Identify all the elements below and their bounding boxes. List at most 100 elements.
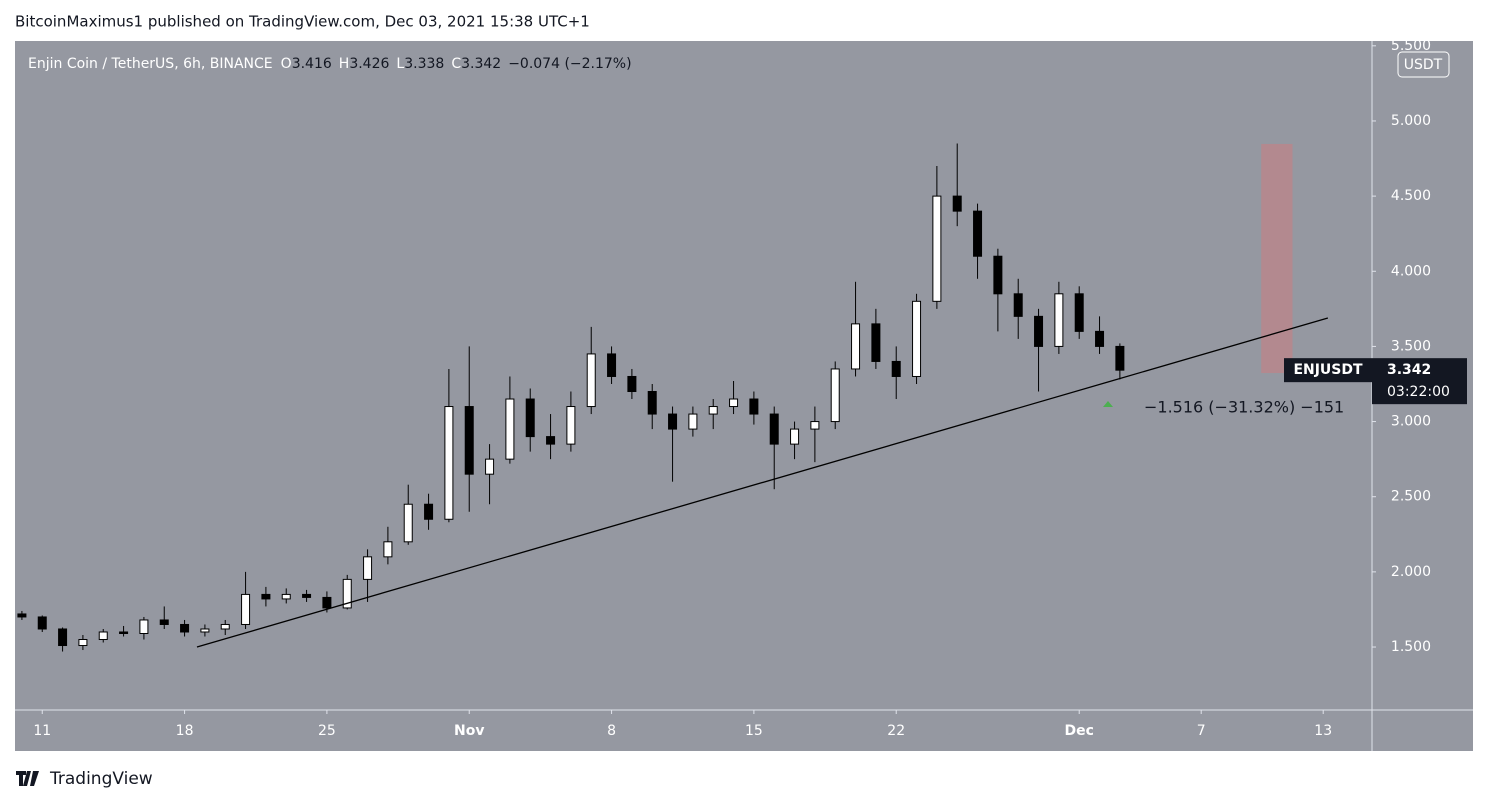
candle-body <box>98 631 108 641</box>
price-tag-label: 3.342 <box>1387 362 1431 378</box>
candle-body <box>851 323 861 370</box>
candle-body <box>1074 293 1084 332</box>
candle-body <box>647 391 657 415</box>
candle-body <box>302 593 312 598</box>
footer-logo <box>16 771 39 786</box>
range-box <box>1261 143 1293 374</box>
x-tick-label: 25 <box>318 723 336 739</box>
candle-body <box>932 195 942 302</box>
marker-arrow <box>1103 401 1113 407</box>
candle-body <box>37 616 47 630</box>
candle-body <box>627 375 637 393</box>
candle-body <box>546 436 556 445</box>
publisher-line: BitcoinMaximus1 published on TradingView… <box>15 13 590 31</box>
footer-brand: TradingView <box>49 769 153 789</box>
symbol-tag <box>1284 358 1372 383</box>
candle-body <box>830 368 840 423</box>
candle-body <box>403 503 413 543</box>
x-tick-label: 8 <box>607 723 616 739</box>
candle-body <box>668 413 678 430</box>
candle-body <box>1095 330 1105 347</box>
y-tick-label: 2.500 <box>1391 489 1431 505</box>
candle-body <box>790 428 800 445</box>
candle-body <box>363 556 373 580</box>
trendline <box>196 317 1329 648</box>
candle-body <box>1034 315 1044 347</box>
candle-body <box>749 398 759 415</box>
candle-body <box>1013 293 1023 317</box>
candle-body <box>525 398 535 438</box>
legend-text: −0.074 (−2.17%) <box>508 56 631 72</box>
candle-body <box>78 639 88 647</box>
legend-text: Enjin Coin / TetherUS, 6h, BINANCE <box>28 56 273 72</box>
candle-body <box>200 628 210 633</box>
y-tick-label: 3.500 <box>1391 338 1431 354</box>
currency-label: USDT <box>1404 57 1443 73</box>
y-tick-label: 2.000 <box>1391 564 1431 580</box>
legend-text: 3.416 <box>292 56 332 72</box>
candle-body <box>993 255 1003 295</box>
y-tick-label: 5.000 <box>1391 113 1431 129</box>
candle-body <box>973 210 983 257</box>
range-label: −1.516 (−31.32%) −151 <box>1144 398 1344 417</box>
candle-body <box>871 323 881 362</box>
x-tick-label: 22 <box>887 723 905 739</box>
x-tick-label: 15 <box>745 723 763 739</box>
x-tick-label: Dec <box>1064 723 1093 739</box>
candle-body <box>58 628 68 647</box>
candle-body <box>220 623 230 630</box>
candle-body <box>383 541 393 558</box>
x-tick-label: 13 <box>1314 723 1332 739</box>
candle-body <box>281 593 291 600</box>
candle-body <box>17 613 27 618</box>
candle-body <box>322 596 332 609</box>
candle-body <box>139 619 149 634</box>
candle-body <box>708 406 718 415</box>
y-tick-label: 5.500 <box>1391 38 1431 54</box>
candle-body <box>485 458 495 475</box>
candle-body <box>566 406 576 445</box>
y-tick-label: 1.500 <box>1391 639 1431 655</box>
currency-button <box>1397 51 1450 78</box>
candle-body <box>119 631 129 634</box>
candle-body <box>912 300 922 377</box>
candle-body <box>444 406 454 520</box>
price-tag <box>1372 358 1467 405</box>
candle-body <box>159 619 169 625</box>
candle-body <box>342 578 352 609</box>
candle-body <box>891 360 901 377</box>
legend-text: 3.338 <box>404 56 444 72</box>
candle-body <box>464 406 474 475</box>
candle-body <box>607 353 617 377</box>
chart-background <box>15 41 1473 751</box>
candle-body <box>952 195 962 212</box>
candle-body <box>688 413 698 430</box>
candle-body <box>180 623 190 633</box>
candle-body <box>241 593 251 625</box>
countdown-label: 03:22:00 <box>1387 384 1450 400</box>
candle-body <box>505 398 515 460</box>
y-tick-label: 3.000 <box>1391 414 1431 430</box>
x-tick-label: Nov <box>454 723 484 739</box>
candle-body <box>1054 293 1064 347</box>
legend-text: C <box>451 56 461 72</box>
legend-text: H <box>339 56 350 72</box>
legend-text: 3.426 <box>349 56 389 72</box>
x-tick-label: 7 <box>1197 723 1206 739</box>
candle-body <box>424 503 434 520</box>
x-tick-label: 11 <box>33 723 51 739</box>
x-tick-label: 18 <box>176 723 194 739</box>
candle-body <box>769 413 779 445</box>
legend-text: O <box>281 56 292 72</box>
candle-body <box>261 593 271 600</box>
candle-body <box>586 353 596 408</box>
legend-text: L <box>396 56 404 72</box>
symbol-tag-label: ENJUSDT <box>1293 362 1363 378</box>
candle-body <box>729 398 739 408</box>
candle-body <box>810 421 820 430</box>
y-tick-label: 4.000 <box>1391 263 1431 279</box>
legend-text: 3.342 <box>461 56 501 72</box>
candle-body <box>1115 345 1125 371</box>
